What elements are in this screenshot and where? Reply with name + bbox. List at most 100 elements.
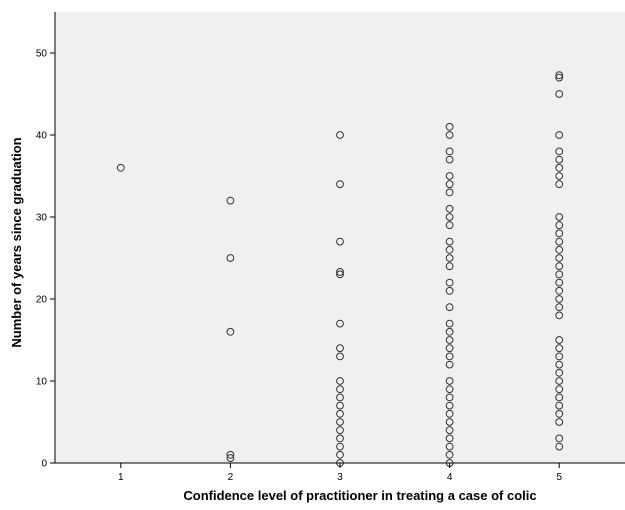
- scatter-point: [445, 327, 454, 336]
- x-tick-label: 3: [337, 472, 343, 483]
- scatter-point: [555, 368, 564, 377]
- scatter-point: [445, 393, 454, 402]
- scatter-point: [555, 278, 564, 287]
- scatter-point: [445, 344, 454, 353]
- scatter-point: [555, 352, 564, 361]
- scatter-point: [555, 360, 564, 369]
- scatter-point: [336, 237, 344, 246]
- scatter-point: [555, 131, 564, 139]
- scatter-point: [445, 221, 454, 230]
- scatter-point: [445, 450, 454, 459]
- scatter-point: [445, 172, 454, 180]
- scatter-point: [555, 442, 564, 451]
- plot-area: [55, 12, 625, 463]
- scatter-point: [116, 163, 125, 172]
- scatter-point: [445, 385, 454, 394]
- scatter-point: [555, 229, 564, 238]
- scatter-point: [336, 409, 344, 418]
- scatter-point: [445, 131, 454, 139]
- scatter-point: [445, 245, 454, 254]
- y-tick-label: 0: [41, 459, 47, 470]
- scatter-point: [336, 401, 344, 410]
- y-axis-title: Number of years since graduation: [9, 137, 24, 347]
- y-tick-label: 30: [36, 213, 48, 224]
- scatter-point: [445, 237, 454, 246]
- scatter-point: [555, 213, 564, 221]
- y-tick-label: 40: [36, 131, 48, 142]
- scatter-point: [555, 254, 564, 262]
- scatter-point: [336, 385, 344, 394]
- scatter-point: [555, 163, 564, 172]
- scatter-point: [555, 434, 564, 443]
- scatter-point: [555, 377, 564, 385]
- scatter-point: [445, 213, 454, 221]
- scatter-point: [555, 311, 564, 320]
- scatter-point: [555, 73, 564, 82]
- scatter-point: [336, 270, 344, 279]
- scatter-point: [226, 196, 235, 205]
- scatter-point: [445, 409, 454, 418]
- data-points: [116, 71, 564, 467]
- scatter-point: [445, 442, 454, 451]
- scatter-point: [555, 270, 564, 279]
- scatter-point: [555, 172, 564, 180]
- scatter-point: [445, 188, 454, 197]
- scatter-point: [555, 418, 564, 426]
- scatter-point: [336, 344, 344, 353]
- scatter-point: [555, 409, 564, 418]
- scatter-point: [336, 442, 344, 451]
- scatter-point: [445, 303, 454, 312]
- x-tick-label: 5: [556, 472, 562, 483]
- scatter-point: [445, 377, 454, 385]
- scatter-point: [226, 450, 235, 459]
- scatter-point: [226, 254, 235, 262]
- scatter-point: [555, 286, 564, 295]
- scatter-point: [555, 180, 564, 189]
- scatter-point: [445, 319, 454, 328]
- scatter-point: [445, 262, 454, 271]
- y-axis-ticks: 0 10 20 30 40 50: [36, 49, 55, 470]
- scatter-point: [336, 426, 344, 435]
- scatter-point: [336, 450, 344, 459]
- scatter-point: [555, 295, 564, 303]
- y-tick-label: 50: [36, 49, 48, 60]
- scatter-point: [445, 418, 454, 426]
- scatter-point: [336, 180, 344, 189]
- scatter-point: [445, 426, 454, 435]
- scatter-point: [336, 131, 344, 139]
- scatter-point: [226, 327, 235, 336]
- scatter-point: [445, 286, 454, 295]
- x-tick-label: 4: [447, 472, 453, 483]
- x-tick-label: 1: [118, 472, 124, 483]
- scatter-point: [555, 344, 564, 353]
- scatter-point: [555, 221, 564, 230]
- scatter-point: [445, 336, 454, 344]
- scatter-point: [555, 71, 564, 80]
- scatter-point: [445, 122, 454, 131]
- scatter-point: [555, 155, 564, 164]
- scatter-point: [336, 268, 344, 276]
- scatter-point: [555, 245, 564, 254]
- x-tick-label: 2: [228, 472, 234, 483]
- y-tick-label: 20: [36, 295, 48, 306]
- scatter-point: [555, 262, 564, 271]
- x-axis-title: Confidence level of practitioner in trea…: [183, 488, 536, 503]
- scatter-point: [336, 319, 344, 328]
- scatter-point: [445, 352, 454, 361]
- scatter-point: [226, 454, 235, 462]
- scatter-point: [336, 377, 344, 385]
- scatter-point: [555, 237, 564, 246]
- scatter-point: [336, 352, 344, 361]
- scatter-point: [445, 155, 454, 164]
- scatter-point: [445, 401, 454, 410]
- scatter-point: [445, 180, 454, 189]
- scatter-point: [555, 385, 564, 394]
- scatter-point: [445, 204, 454, 213]
- scatter-point: [445, 360, 454, 369]
- scatter-point: [445, 434, 454, 443]
- scatter-point: [555, 336, 564, 344]
- y-tick-label: 10: [36, 377, 48, 388]
- scatter-point: [555, 401, 564, 410]
- scatter-point: [555, 147, 564, 156]
